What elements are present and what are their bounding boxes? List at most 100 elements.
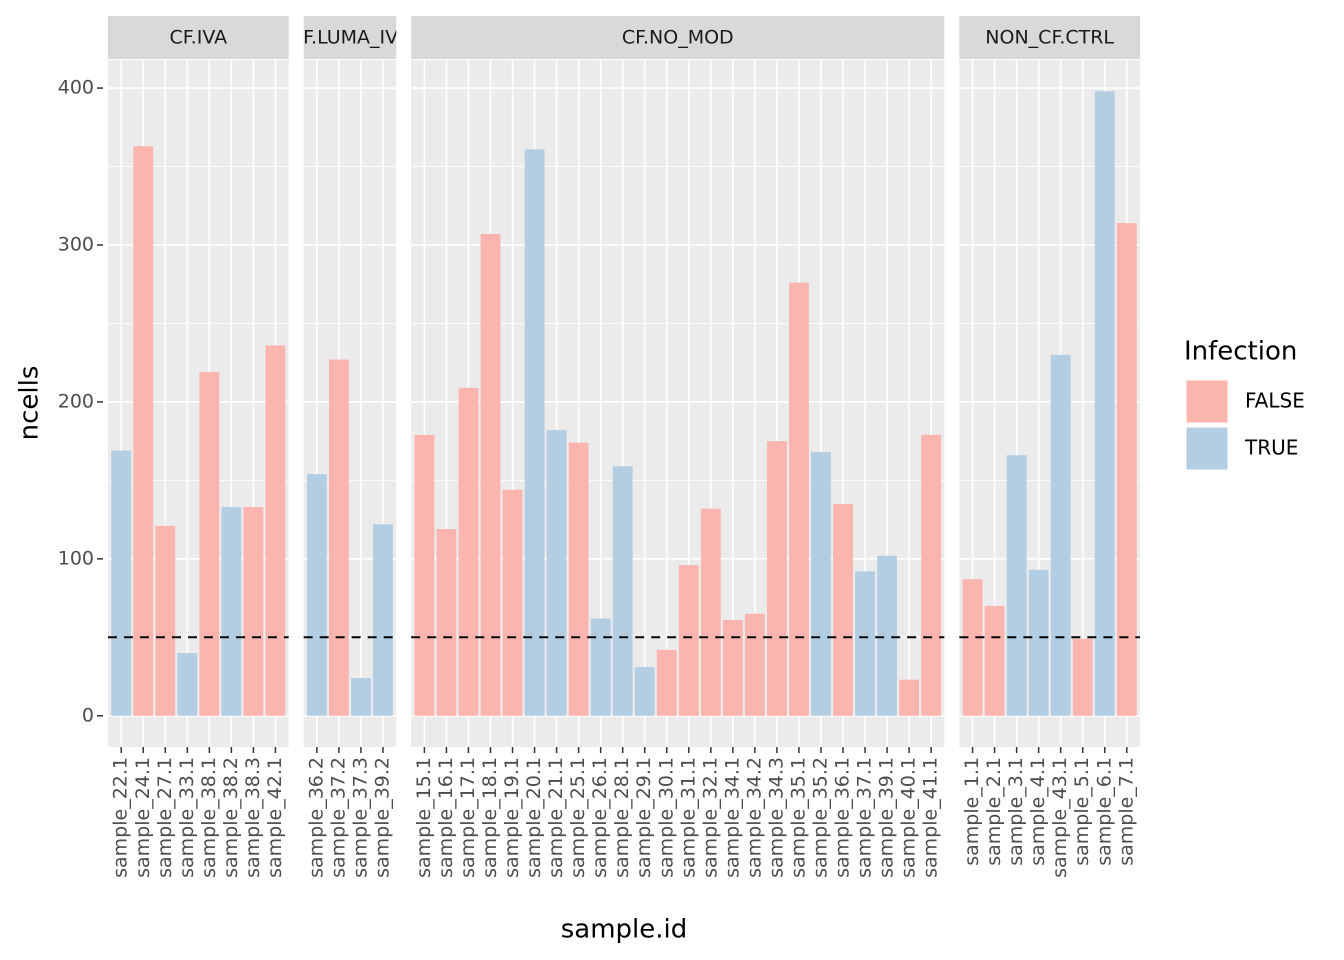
bar [306,474,327,716]
bar [265,345,286,716]
bar [722,620,743,716]
bar [678,565,699,716]
strip [303,16,397,59]
x-tick-label: sample_41.1 [920,757,942,878]
x-tick-label: sample_39.2 [371,757,393,878]
x-tick-label: sample_30.1 [655,757,677,878]
y-tick-label: 300 [58,234,94,256]
bar [1028,569,1049,716]
x-tick-label: sample_6.1 [1093,757,1115,866]
x-tick-label: sample_37.3 [349,757,371,878]
bar [524,149,545,716]
strip [959,16,1140,59]
bar [921,434,942,716]
bar [436,529,457,716]
bar [328,359,349,716]
strip-label: CF.NO_MOD [622,27,734,49]
x-tick-label: sample_36.1 [832,757,854,878]
bar [111,450,132,716]
bar [656,649,677,716]
x-tick-label: sample_31.1 [677,757,699,878]
x-tick-label: sample_24.1 [132,757,154,878]
bar [612,466,633,716]
x-tick-label: sample_21.1 [545,757,567,878]
x-tick-label: sample_19.1 [501,757,523,878]
bar [568,442,589,716]
x-tick-label: sample_15.1 [413,757,435,878]
x-tick-label: sample_17.1 [457,757,479,878]
legend-label: TRUE [1244,436,1298,460]
x-tick-label: sample_5.1 [1071,757,1093,866]
bar [1094,91,1115,716]
bar [766,441,787,716]
bar [590,618,611,716]
bar [199,372,220,716]
x-tick-label: sample_35.1 [787,757,809,878]
x-tick-label: sample_32.1 [699,757,721,878]
bar [855,571,875,716]
x-tick-label: sample_22.1 [110,757,132,878]
x-tick-label: sample_34.2 [743,757,765,878]
bar [634,667,655,716]
x-tick-label: sample_42.1 [264,757,286,878]
y-tick-label: 200 [58,390,94,412]
x-tick-label: sample_36.2 [305,757,327,878]
x-tick-label: sample_40.1 [898,757,920,878]
bar [1072,638,1093,716]
bar [155,525,176,716]
x-tick-label: sample_26.1 [589,757,611,878]
bar [877,555,897,716]
x-tick-label: sample_2.1 [983,757,1005,866]
bar [546,430,567,716]
x-tick-label: sample_38.3 [242,757,264,878]
y-axis-title: ncells [15,366,45,441]
x-tick-label: sample_35.2 [809,757,831,878]
bar [984,605,1005,716]
legend-title: Infection [1184,337,1297,367]
bar [351,678,371,716]
x-tick-label: sample_39.1 [876,757,898,878]
bar [221,507,242,716]
strip-label: NON_CF.CTRL [985,27,1114,49]
x-tick-label: sample_25.1 [567,757,589,878]
x-tick-label: sample_16.1 [435,757,457,878]
bar [833,503,853,716]
x-tick-label: sample_34.1 [721,757,743,878]
legend-key [1185,426,1229,471]
bar [480,234,501,716]
x-tick-label: sample_43.1 [1049,757,1071,878]
legend-label: FALSE [1245,389,1305,413]
x-tick-label: sample_27.1 [154,757,176,878]
x-tick-label: sample_28.1 [611,757,633,878]
bar [1006,455,1027,716]
bar [1116,223,1137,716]
x-tick-label: sample_7.1 [1115,757,1137,866]
y-tick-label: 100 [58,547,94,569]
strip [108,16,289,59]
bar [177,653,198,716]
bar [962,579,983,716]
x-tick-label: sample_38.2 [220,757,242,878]
bar [899,679,920,716]
bar [789,282,809,716]
bar [502,489,523,716]
x-tick-label: sample_37.1 [854,757,876,878]
x-tick-label: sample_33.1 [176,757,198,878]
bar [1050,354,1071,716]
x-axis-title: sample.id [561,915,688,945]
x-tick-label: sample_37.2 [327,757,349,878]
bar [133,146,154,716]
bar [700,508,721,716]
bar [458,387,479,716]
strip-label: CF.LUMA_IVA [290,27,410,49]
strip-label: CF.IVA [170,27,228,49]
bar [243,507,264,716]
bar [744,613,765,716]
y-tick-label: 0 [82,704,94,726]
bar [414,434,435,716]
x-tick-label: sample_18.1 [479,757,501,878]
bar [811,452,831,716]
x-tick-label: sample_1.1 [961,757,983,866]
x-tick-label: sample_29.1 [633,757,655,878]
x-tick-label: sample_4.1 [1027,757,1049,866]
